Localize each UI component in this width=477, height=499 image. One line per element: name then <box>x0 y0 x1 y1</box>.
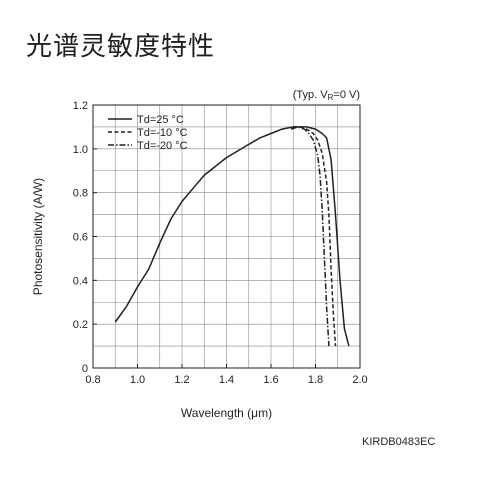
legend-entry: Td=-10 °C <box>137 127 188 139</box>
figure-code: KIRDB0483EC <box>362 436 436 448</box>
y-axis-label: Photosensitivity (A/W) <box>31 178 45 295</box>
y-tick-label: 1.2 <box>73 100 88 112</box>
x-tick-label: 0.8 <box>85 374 100 386</box>
axis-ticks: 0.8 1.0 1.2 1.4 1.6 1.8 2.0 0 0.2 0.4 0.6 0.8 1.0 1.2 <box>73 100 368 386</box>
series-lines <box>114 126 350 347</box>
x-tick-label: 1.8 <box>308 374 323 386</box>
y-tick-label: 0.6 <box>73 232 88 244</box>
legend-entry: Td=25 °C <box>137 114 184 126</box>
x-tick-label: 1.6 <box>263 374 278 386</box>
y-tick-label: 0 <box>82 363 88 375</box>
y-tick-label: 1.0 <box>73 144 88 156</box>
x-axis-label: Wavelength (μm) <box>181 406 272 420</box>
series-line-1 <box>114 126 350 347</box>
x-tick-label: 2.0 <box>352 374 367 386</box>
x-tick-label: 1.2 <box>174 374 189 386</box>
series-line-3 <box>290 126 330 347</box>
x-tick-label: 1.4 <box>219 374 234 386</box>
y-tick-label: 0.8 <box>73 188 88 200</box>
y-tick-label: 0.2 <box>73 319 88 331</box>
legend-entry: Td=-20 °C <box>137 140 188 152</box>
y-tick-label: 0.4 <box>73 275 88 287</box>
page-title: 光谱灵敏度特性 <box>26 32 216 62</box>
legend: Td=25 °CTd=-10 °CTd=-20 °C <box>108 114 188 152</box>
x-tick-label: 1.0 <box>130 374 145 386</box>
measurement-condition: (Typ. VR=0 V) <box>293 89 360 102</box>
